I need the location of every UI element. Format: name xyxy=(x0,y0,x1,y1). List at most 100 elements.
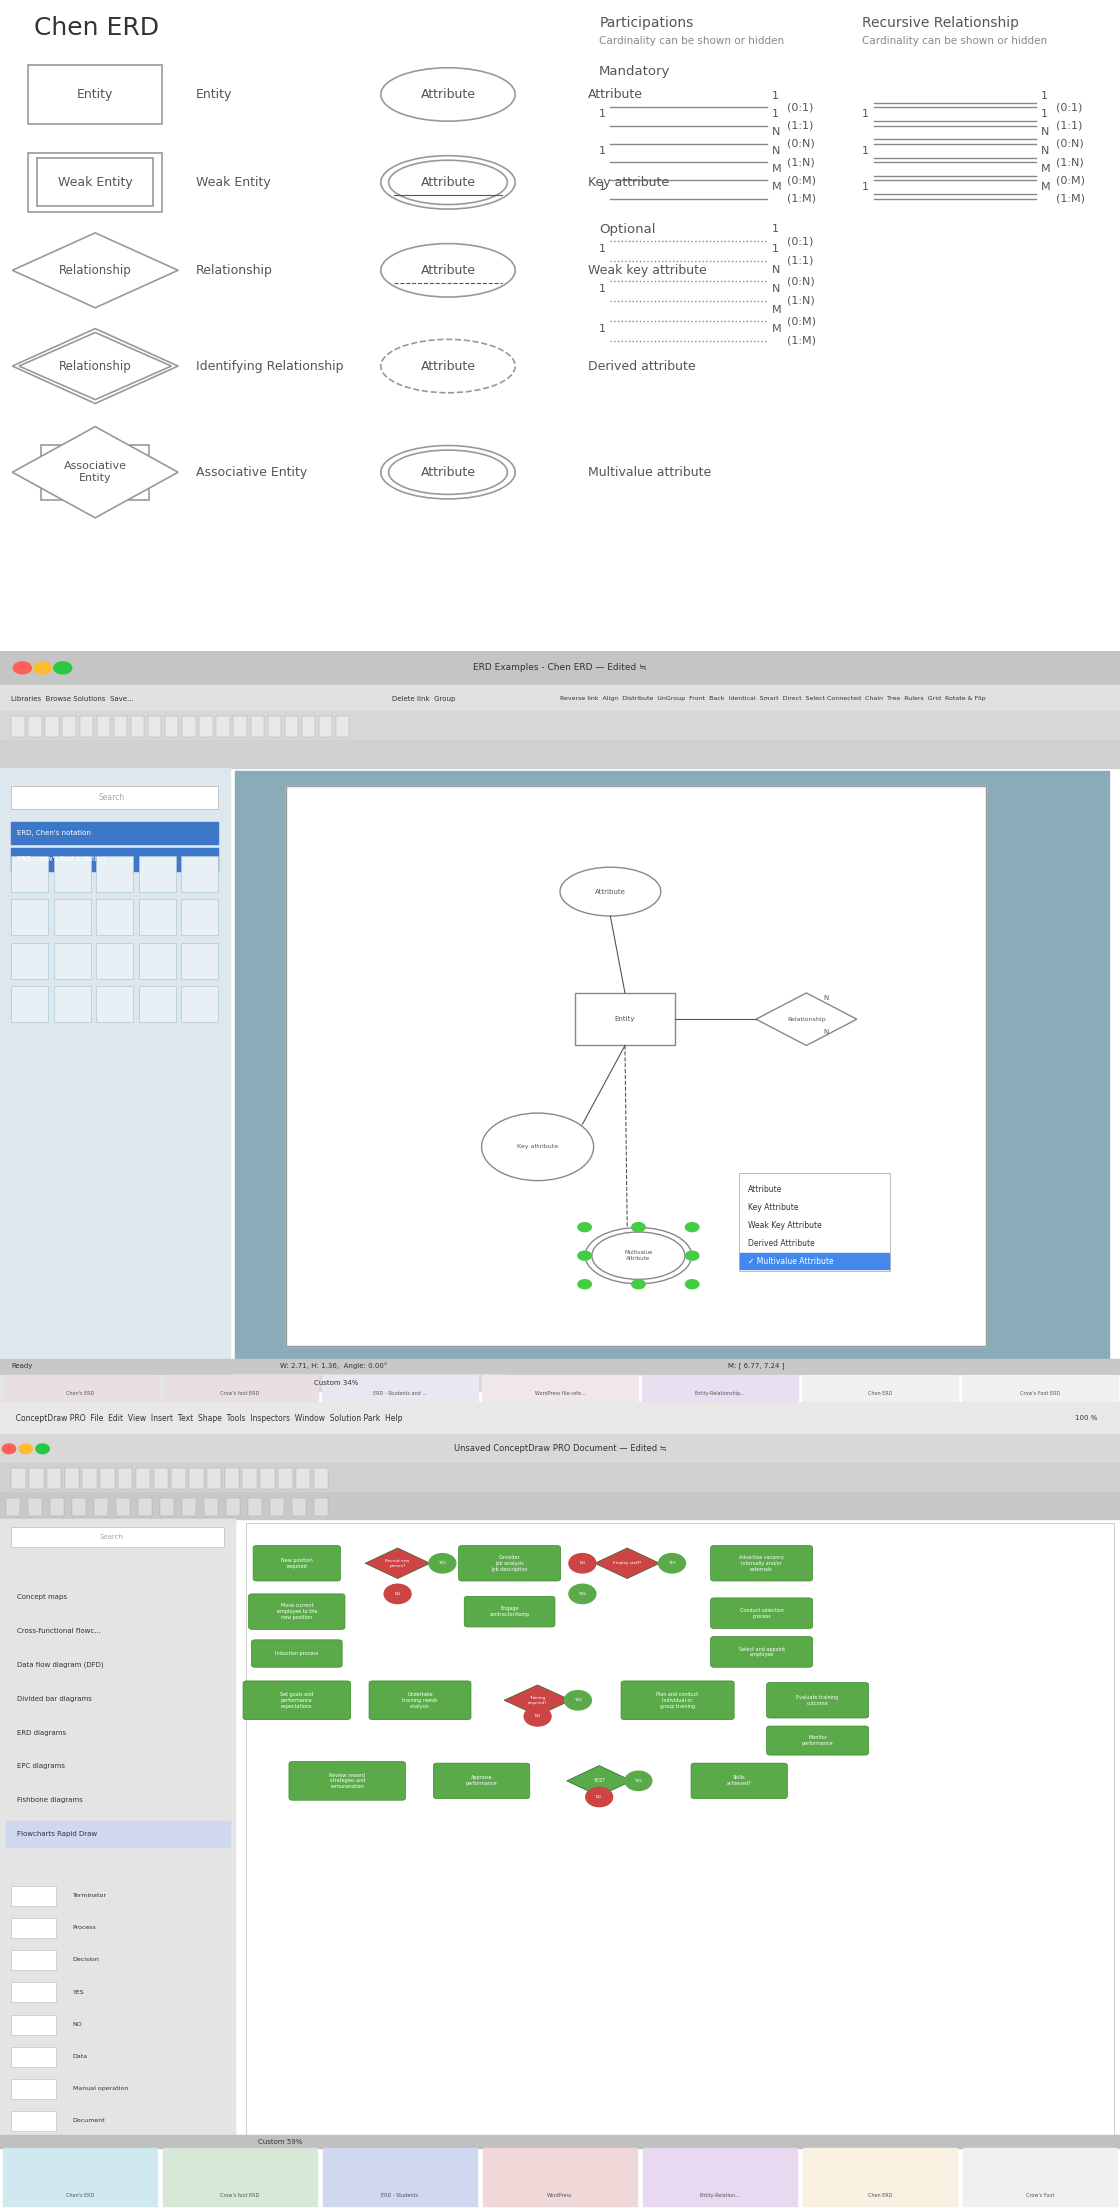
Bar xyxy=(11,899,48,936)
Bar xyxy=(96,854,133,892)
Bar xyxy=(11,2111,56,2131)
Bar xyxy=(94,1497,109,1515)
Text: N: N xyxy=(772,128,780,137)
Text: Evaluate training
outcome: Evaluate training outcome xyxy=(796,1696,839,1705)
Circle shape xyxy=(659,1554,685,1572)
Text: N: N xyxy=(772,146,780,157)
Bar xyxy=(181,854,218,892)
Text: Associative
Entity: Associative Entity xyxy=(64,461,127,484)
Bar xyxy=(28,66,162,124)
Text: ERD, crow's foot notation: ERD, crow's foot notation xyxy=(17,857,105,863)
Circle shape xyxy=(569,1583,596,1603)
Text: (0:N): (0:N) xyxy=(787,276,815,287)
Bar xyxy=(80,715,93,737)
Bar xyxy=(96,899,133,936)
Text: Multivalue
Attribute: Multivalue Attribute xyxy=(624,1250,653,1261)
Text: Entity-Relation...: Entity-Relation... xyxy=(700,2193,740,2199)
Bar xyxy=(251,715,264,737)
Bar xyxy=(11,1528,224,1548)
Polygon shape xyxy=(12,232,178,307)
Bar xyxy=(296,1468,310,1488)
Bar xyxy=(49,1497,64,1515)
Text: ERD Examples - Chen ERD — Edited ≒: ERD Examples - Chen ERD — Edited ≒ xyxy=(473,662,647,673)
Bar xyxy=(138,1497,152,1515)
Bar xyxy=(246,1524,1114,2140)
Text: (1:1): (1:1) xyxy=(1056,121,1083,130)
Bar xyxy=(114,715,128,737)
Text: NO: NO xyxy=(394,1592,401,1596)
Circle shape xyxy=(586,1786,613,1806)
Bar xyxy=(6,1497,20,1515)
Text: Consider
job analysis
Job description: Consider job analysis Job description xyxy=(492,1554,528,1572)
Text: Review reward
strategies and
remuneration: Review reward strategies and remuneratio… xyxy=(329,1773,365,1788)
Text: Identifying Relationship: Identifying Relationship xyxy=(196,360,344,373)
Bar xyxy=(165,715,178,737)
Text: NO: NO xyxy=(534,1713,541,1718)
Polygon shape xyxy=(12,329,178,404)
Text: 1: 1 xyxy=(599,325,606,333)
Text: M: M xyxy=(772,181,782,192)
Bar xyxy=(336,715,349,737)
Text: (1:N): (1:N) xyxy=(787,157,815,168)
Text: N: N xyxy=(823,1029,829,1036)
Text: Key attribute: Key attribute xyxy=(517,1144,558,1150)
FancyBboxPatch shape xyxy=(249,1594,345,1630)
Bar xyxy=(314,1468,328,1488)
Text: ✓ Multivalue Attribute: ✓ Multivalue Attribute xyxy=(748,1256,833,1265)
Text: YES?: YES? xyxy=(594,1777,605,1784)
Text: Relationship: Relationship xyxy=(59,360,131,373)
Text: Attribute: Attribute xyxy=(420,177,476,190)
Bar xyxy=(11,1468,26,1488)
Circle shape xyxy=(54,662,72,673)
Text: Crow's Foot: Crow's Foot xyxy=(1026,2193,1054,2199)
Text: Concept maps: Concept maps xyxy=(17,1594,67,1601)
Text: Data: Data xyxy=(73,2053,88,2060)
Text: (0:1): (0:1) xyxy=(1056,102,1083,113)
Circle shape xyxy=(2,1444,16,1453)
Bar xyxy=(65,1468,80,1488)
Text: 1: 1 xyxy=(862,146,869,157)
Bar xyxy=(160,1497,175,1515)
Text: (1:M): (1:M) xyxy=(787,194,816,203)
Bar xyxy=(575,994,675,1044)
Text: Attribute: Attribute xyxy=(420,360,476,373)
Text: (0:M): (0:M) xyxy=(787,316,816,327)
Text: 1: 1 xyxy=(599,146,606,157)
Text: Weak Key Attribute: Weak Key Attribute xyxy=(748,1221,822,1230)
Text: 1: 1 xyxy=(599,245,606,254)
Bar xyxy=(291,1497,306,1515)
Bar xyxy=(83,1468,97,1488)
Text: Optional: Optional xyxy=(599,223,655,236)
Text: 1: 1 xyxy=(772,108,778,119)
Bar xyxy=(242,1468,256,1488)
Text: YES: YES xyxy=(439,1561,446,1565)
Polygon shape xyxy=(19,333,171,400)
Bar xyxy=(139,899,176,936)
Bar xyxy=(319,715,333,737)
Text: Ready: Ready xyxy=(11,1362,32,1369)
Circle shape xyxy=(524,1707,551,1727)
Text: Process: Process xyxy=(73,1925,96,1930)
Text: M: M xyxy=(1040,181,1051,192)
Text: (0:1): (0:1) xyxy=(787,236,814,245)
Bar xyxy=(96,715,110,737)
Text: WordPress: WordPress xyxy=(548,2193,572,2199)
Text: NO: NO xyxy=(596,1795,603,1800)
Text: Key attribute: Key attribute xyxy=(588,177,669,190)
Ellipse shape xyxy=(381,243,515,298)
Text: Attribute: Attribute xyxy=(420,88,476,102)
Text: YES: YES xyxy=(575,1698,581,1702)
Bar xyxy=(29,1468,44,1488)
Ellipse shape xyxy=(389,450,507,495)
Circle shape xyxy=(632,1281,645,1289)
Ellipse shape xyxy=(591,1232,684,1278)
Bar xyxy=(96,943,133,978)
Bar xyxy=(148,715,161,737)
Text: ERD - Students: ERD - Students xyxy=(382,2193,419,2199)
Text: Flowcharts Rapid Draw: Flowcharts Rapid Draw xyxy=(17,1830,97,1837)
Bar xyxy=(54,943,91,978)
Bar xyxy=(181,899,218,936)
Text: Attribute: Attribute xyxy=(420,263,476,276)
Text: NO: NO xyxy=(579,1561,586,1565)
Bar xyxy=(199,715,213,737)
